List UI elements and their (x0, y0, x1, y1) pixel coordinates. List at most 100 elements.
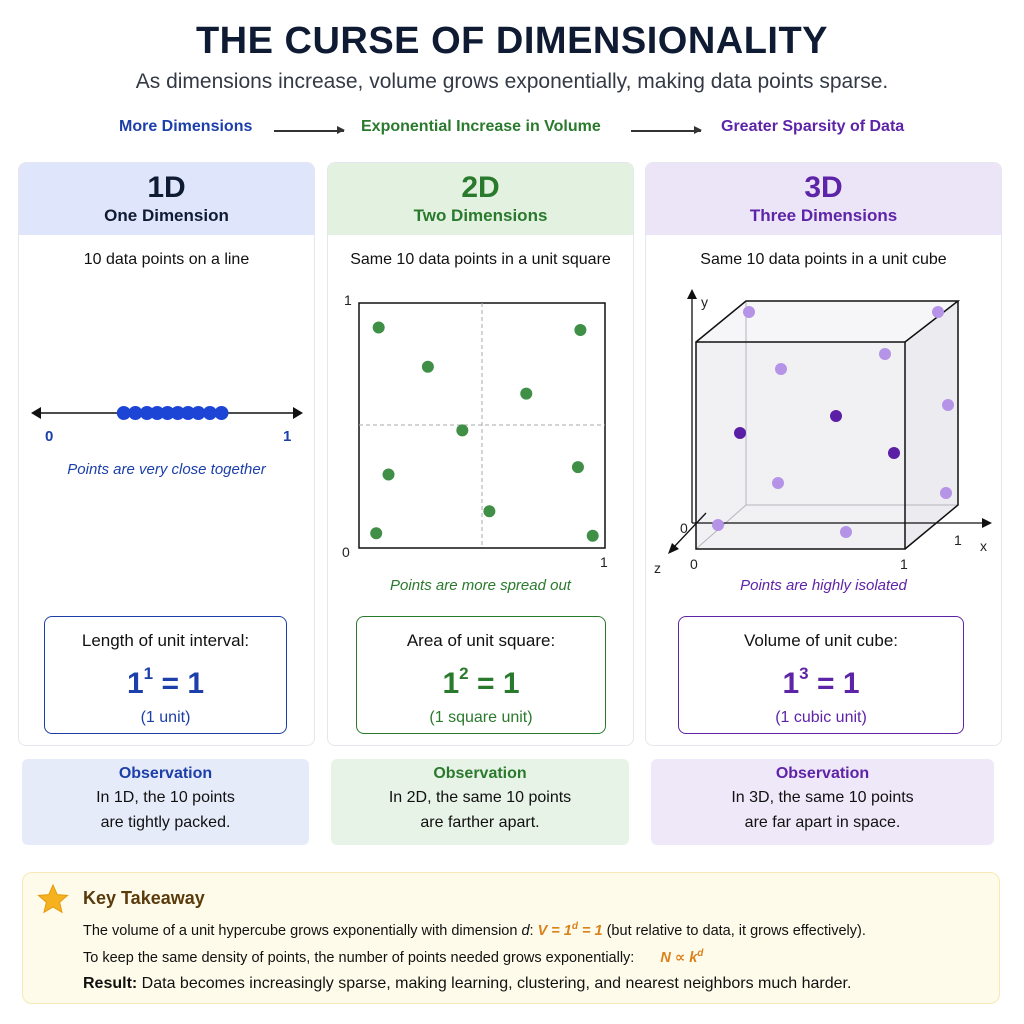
data-point (840, 526, 852, 538)
flow-step-volume: Exponential Increase in Volume (361, 118, 601, 135)
observation-line: In 1D, the 10 points (96, 789, 235, 806)
panel-1d-note: Points are very close together (67, 461, 266, 478)
panel-2d-name: Two Dimensions (413, 206, 548, 225)
formula-label: Length of unit interval: (81, 631, 250, 650)
data-point (743, 306, 755, 318)
panel-1d-caption: 10 data points on a line (83, 251, 250, 268)
axis-label-y: y (701, 294, 708, 310)
panel-2d-caption: Same 10 data points in a unit square (350, 251, 611, 268)
data-point (520, 387, 533, 400)
data-point (775, 363, 787, 375)
panel-2d: 2D Two Dimensions Same 10 data points in… (327, 162, 634, 746)
data-point (116, 406, 131, 420)
takeaway-title: Key Takeaway (83, 888, 205, 908)
key-takeaway-box: Key Takeaway The volume of a unit hyperc… (22, 872, 1000, 1004)
takeaway-line-1: The volume of a unit hypercube grows exp… (83, 921, 866, 939)
cube-front-face (696, 342, 905, 549)
formula-unit: (1 cubic unit) (775, 709, 867, 726)
z-axis-arrow-icon (668, 543, 679, 554)
observation-title: Observation (775, 765, 870, 782)
formula-equation: 13 = 1 (782, 664, 860, 700)
formula-label: Area of unit square: (406, 631, 556, 650)
data-point (772, 477, 784, 489)
cube-top-face (696, 301, 958, 342)
observation-line: are far apart in space. (744, 814, 901, 831)
observation-title: Observation (118, 765, 213, 782)
cube-top-edges (695, 300, 961, 343)
panel-1d-formula-box: Length of unit interval: 11 = 1 (1 unit) (44, 616, 287, 734)
y-axis-arrow-icon (687, 289, 697, 299)
observation-line: In 2D, the same 10 points (388, 789, 572, 806)
panel-3d-note: Points are highly isolated (740, 577, 907, 594)
panel-2d-dim: 2D (461, 171, 500, 204)
axis-label-z: z (654, 560, 661, 576)
star-icon (37, 883, 69, 914)
axis-label-x-one: 1 (954, 532, 962, 548)
data-point (160, 406, 175, 420)
data-point (372, 321, 385, 334)
data-point (571, 461, 584, 474)
data-point (586, 529, 599, 542)
observation-line: are tightly packed. (100, 814, 231, 831)
observation-2d: Observation In 2D, the same 10 points ar… (331, 759, 629, 845)
left-arrow-icon (31, 407, 41, 419)
formula-label: Volume of unit cube: (743, 631, 899, 650)
flow-row: More Dimensions Exponential Increase in … (0, 118, 1024, 142)
right-arrow-icon (293, 407, 303, 419)
axis-label-x: x (980, 538, 987, 554)
panel-2d-note: Points are more spread out (390, 577, 571, 594)
axis-label-zero: 0 (45, 428, 53, 445)
cube-side-face (905, 301, 958, 549)
panel-3d: 3D Three Dimensions Same 10 data points … (645, 162, 1002, 746)
data-point (181, 406, 196, 420)
panel-3d-header: 3D Three Dimensions (646, 163, 1001, 235)
cube-side-edges (904, 301, 959, 550)
observation-1d: Observation In 1D, the 10 points are tig… (22, 759, 309, 845)
data-point (888, 447, 900, 459)
panel-1d: 1D One Dimension 10 data points on a lin… (18, 162, 315, 746)
takeaway-result: Result: Data becomes increasingly sparse… (83, 975, 852, 992)
formula-equation: 12 = 1 (442, 664, 520, 700)
data-point (940, 487, 952, 499)
panel-1d-header: 1D One Dimension (19, 163, 314, 235)
data-point (932, 306, 944, 318)
data-point (370, 527, 383, 540)
panel-3d-dim: 3D (804, 171, 843, 204)
data-point (483, 505, 496, 518)
data-point (382, 468, 395, 481)
takeaway-line-2: To keep the same density of points, the … (83, 948, 704, 966)
data-point (139, 406, 154, 420)
observation-line: In 3D, the same 10 points (731, 789, 914, 806)
flow-arrow-2 (631, 127, 702, 133)
data-point (202, 406, 217, 420)
unit-cube-plot: y x z 0 1 0 1 (654, 289, 992, 576)
axis-label-origin: 0 (680, 520, 688, 536)
data-point (421, 360, 434, 373)
data-point (830, 410, 842, 422)
panel-1d-dim: 1D (147, 171, 186, 204)
number-line-plot: 0 1 (31, 406, 303, 445)
axis-label-bottom-one: 1 (900, 556, 908, 572)
panel-3d-formula-box: Volume of unit cube: 13 = 1 (1 cubic uni… (678, 616, 964, 734)
flow-arrow-1 (274, 127, 345, 133)
data-point (170, 406, 185, 420)
axis-label-y-one: 1 (344, 292, 352, 308)
flow-step-sparsity: Greater Sparsity of Data (721, 118, 905, 135)
panel-3d-name: Three Dimensions (749, 206, 898, 225)
page-title: THE CURSE OF DIMENSIONALITY (195, 20, 829, 62)
axis-label-one: 1 (283, 428, 291, 445)
observation-line: are farther apart. (420, 814, 540, 831)
data-point (456, 424, 469, 437)
axis-label-bottom-zero: 0 (690, 556, 698, 572)
panel-2d-header: 2D Two Dimensions (328, 163, 633, 235)
data-point (214, 406, 229, 420)
x-axis-arrow-icon (982, 518, 992, 528)
data-point (879, 348, 891, 360)
observation-3d: Observation In 3D, the same 10 points ar… (651, 759, 994, 845)
formula-unit: (1 unit) (140, 709, 191, 726)
formula-unit: (1 square unit) (429, 709, 533, 726)
unit-square-plot: 1 0 1 (342, 292, 608, 570)
data-point (150, 406, 165, 420)
observation-title: Observation (433, 765, 527, 782)
formula-equation: 11 = 1 (126, 664, 205, 700)
